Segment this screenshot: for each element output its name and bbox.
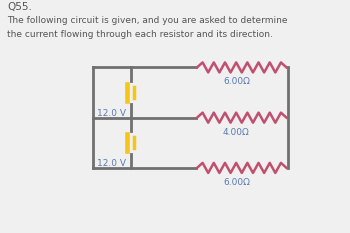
Text: Q55.: Q55. — [7, 2, 32, 12]
Text: The following circuit is given, and you are asked to determine: The following circuit is given, and you … — [7, 16, 287, 25]
Text: 12.0 V: 12.0 V — [97, 109, 126, 118]
Text: the current flowing through each resistor and its direction.: the current flowing through each resisto… — [7, 30, 273, 39]
Text: 6.00Ω: 6.00Ω — [223, 178, 250, 187]
Text: 4.00Ω: 4.00Ω — [223, 127, 250, 137]
Text: 6.00Ω: 6.00Ω — [223, 77, 250, 86]
Text: 12.0 V: 12.0 V — [97, 159, 126, 168]
